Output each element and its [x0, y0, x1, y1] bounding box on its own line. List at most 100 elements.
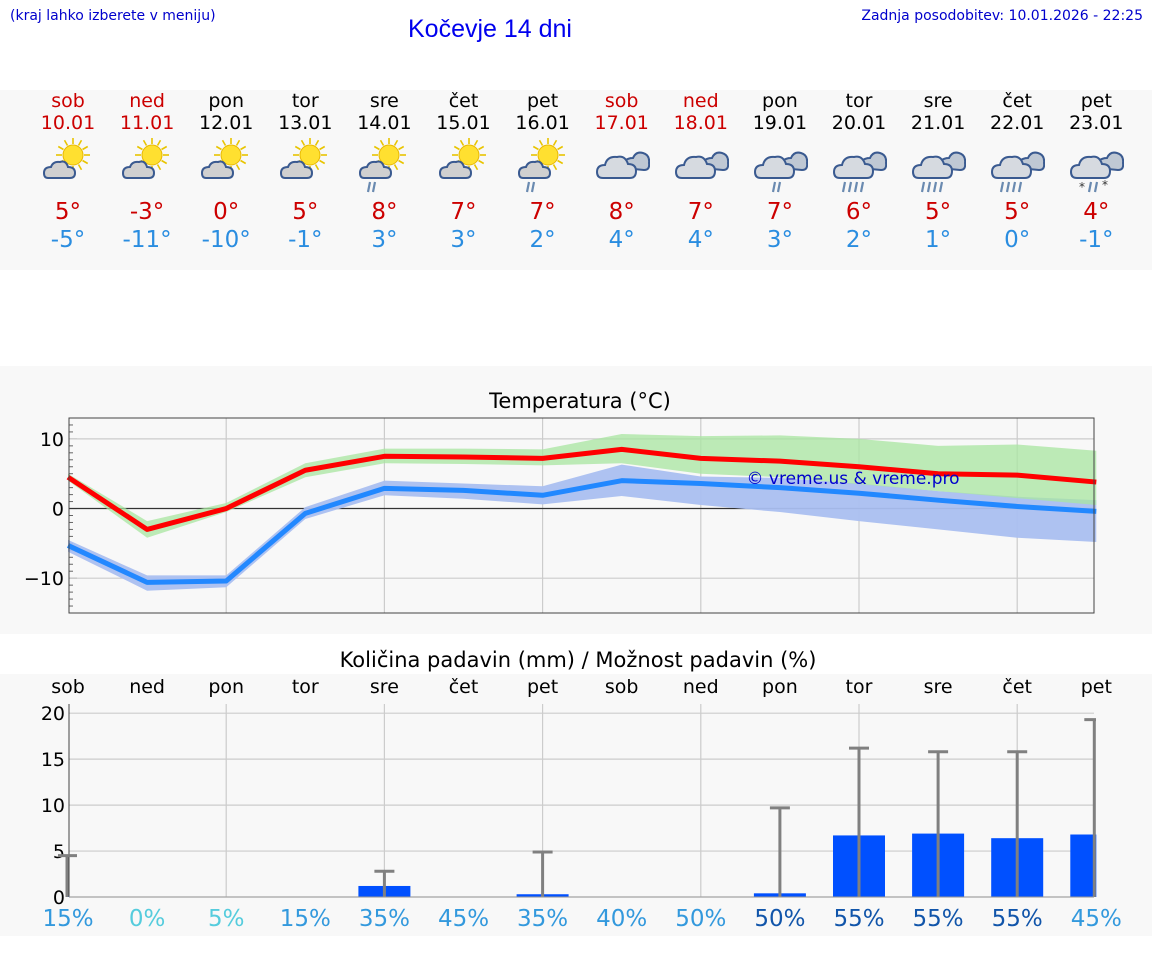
cloud-heavy-rain-icon — [910, 136, 967, 194]
min-temperature: -5° — [50, 227, 86, 253]
sun-cloud-icon — [198, 136, 254, 194]
precipitation-probability: 35% — [359, 906, 410, 932]
precipitation-day-label: ned — [683, 676, 719, 698]
precipitation-day-label: pon — [762, 676, 798, 698]
min-temperature: 3° — [450, 227, 477, 253]
precipitation-probability: 55% — [992, 906, 1043, 932]
svg-text:*: * — [1102, 178, 1108, 192]
day-date: 19.01 — [752, 112, 808, 134]
cloud-heavy-rain-icon — [989, 136, 1046, 194]
day-date: 16.01 — [515, 112, 570, 134]
day-name: sre — [369, 90, 399, 112]
day-name: pon — [762, 90, 798, 112]
max-temperature: 7° — [529, 199, 556, 225]
precipitation-day-label: tor — [292, 676, 319, 698]
precipitation-probability: 50% — [754, 906, 805, 932]
day-name: sre — [923, 90, 953, 112]
temperature-tick-label: −10 — [24, 568, 64, 590]
day-name: sob — [51, 90, 85, 112]
cloud-rain-icon — [752, 136, 809, 194]
day-date: 18.01 — [673, 112, 728, 134]
day-date: 20.01 — [831, 112, 887, 134]
max-temperature: 7° — [450, 199, 477, 225]
cloud-icon — [594, 136, 650, 194]
precipitation-probability: 5% — [208, 906, 245, 932]
day-date: 21.01 — [910, 112, 966, 134]
max-temperature: 8° — [608, 199, 635, 225]
page-title: Kočevje 14 dni — [407, 15, 572, 43]
day-date: 23.01 — [1069, 112, 1124, 134]
precipitation-day-label: sob — [51, 676, 85, 698]
precipitation-day-label: sre — [370, 676, 399, 698]
precipitation-tick-label: 20 — [41, 703, 65, 725]
precipitation-probability: 15% — [42, 906, 93, 932]
min-temperature: 4° — [687, 227, 714, 253]
day-name: čet — [1002, 90, 1032, 112]
precipitation-day-label: čet — [449, 676, 479, 698]
precipitation-tick-label: 15 — [41, 749, 65, 771]
precipitation-day-label: pet — [527, 676, 558, 698]
precipitation-probability: 35% — [517, 906, 568, 932]
min-temperature: 3° — [766, 227, 793, 253]
temperature-plot-frame — [68, 417, 1095, 614]
max-temperature: 5° — [925, 199, 952, 225]
min-temperature: 3° — [371, 227, 398, 253]
cloud-icon — [673, 136, 729, 194]
precipitation-day-label: čet — [1002, 676, 1032, 698]
precipitation-probability: 55% — [913, 906, 964, 932]
max-temperature: 7° — [687, 199, 714, 225]
precipitation-tick-label: 5 — [53, 841, 65, 863]
day-date: 15.01 — [436, 112, 491, 134]
day-name: čet — [448, 90, 479, 112]
max-temperature: 8° — [371, 199, 398, 225]
day-date: 11.01 — [119, 112, 175, 134]
sun-cloud-rain-icon — [515, 136, 571, 194]
min-temperature: 2° — [529, 227, 556, 253]
day-name: tor — [291, 90, 319, 112]
temperature-tick-label: 10 — [40, 429, 64, 451]
precipitation-day-label: tor — [846, 676, 873, 698]
day-date: 14.01 — [357, 112, 412, 134]
sun-cloud-icon — [436, 136, 492, 194]
svg-text:*: * — [1079, 180, 1085, 194]
min-temperature: -1° — [288, 227, 323, 253]
max-temperature: 5° — [292, 199, 319, 225]
last-updated: Zadnja posodobitev: 10.01.2026 - 22:25 — [861, 8, 1143, 24]
max-temperature: 5° — [1004, 199, 1031, 225]
day-name: sob — [604, 90, 639, 112]
tmin-series-line — [66, 478, 1097, 585]
max-temperature: 6° — [845, 199, 873, 225]
tmin-uncertainty-band — [68, 464, 1097, 591]
day-name: ned — [682, 90, 719, 112]
precipitation-day-label: sob — [605, 676, 639, 698]
precipitation-probability: 15% — [280, 906, 331, 932]
day-date: 22.01 — [989, 112, 1045, 134]
day-date: 13.01 — [278, 112, 333, 134]
precipitation-probability: 45% — [1071, 906, 1122, 932]
max-temperature: 0° — [213, 199, 240, 225]
min-temperature: 2° — [845, 227, 873, 253]
sun-cloud-icon — [277, 136, 333, 194]
precipitation-chart-title: Količina padavin (mm) / Možnost padavin … — [340, 648, 817, 672]
precipitation-probability: 50% — [675, 906, 726, 932]
min-temperature: 0° — [1004, 227, 1031, 253]
day-name: pet — [526, 90, 559, 112]
precipitation-bar — [1070, 834, 1097, 897]
day-name: ned — [129, 90, 165, 112]
sun-cloud-icon — [40, 136, 96, 194]
day-name: pet — [1080, 90, 1112, 112]
sun-cloud-rain-icon — [356, 136, 412, 194]
day-name: pon — [208, 90, 245, 112]
precipitation-probability: 0% — [129, 906, 166, 932]
min-temperature: -10° — [201, 227, 251, 253]
day-date: 10.01 — [40, 112, 96, 134]
max-temperature: 7° — [766, 199, 793, 225]
max-temperature: -3° — [129, 199, 165, 225]
cloud-heavy-rain-icon — [831, 136, 888, 194]
precipitation-tick-label: 10 — [41, 795, 65, 817]
precipitation-probability: 40% — [596, 906, 647, 932]
temperature-tick-label: 0 — [52, 499, 64, 521]
sun-cloud-icon — [119, 136, 175, 194]
precipitation-tick-label: 0 — [53, 887, 65, 909]
day-date: 17.01 — [594, 112, 649, 134]
